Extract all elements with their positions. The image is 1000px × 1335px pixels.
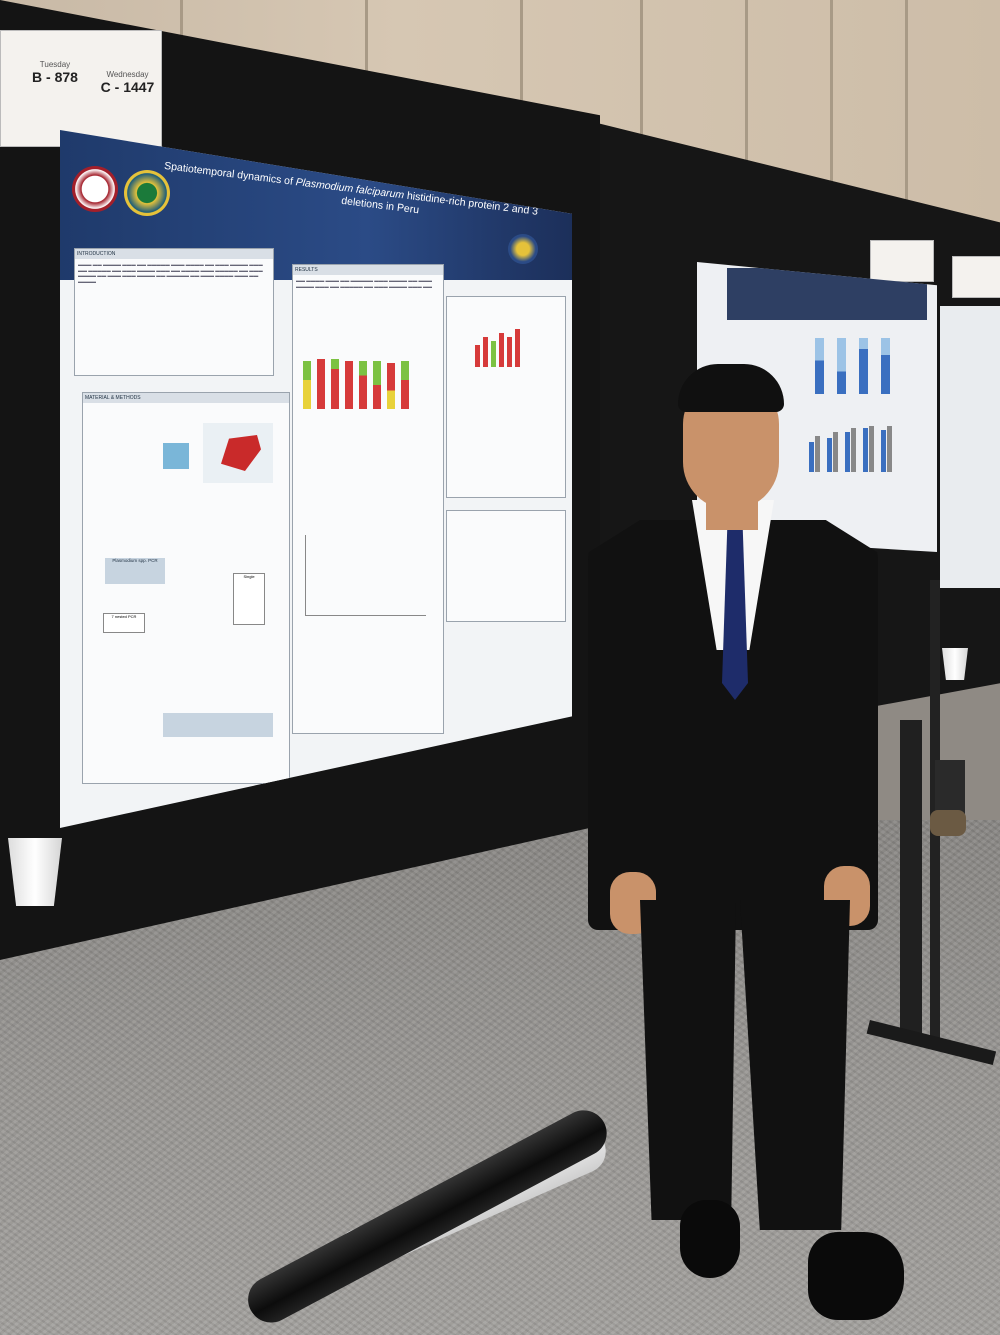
label-code: C - 1447 [100, 79, 155, 95]
flow-box-results [163, 713, 273, 737]
neighbor-bar-chart [815, 334, 905, 394]
left-shoe [680, 1200, 740, 1278]
navy-seal-logo [508, 234, 538, 264]
section-heading: INTRODUCTION [75, 249, 273, 259]
introduction-panel: INTRODUCTION ▬▬▬ ▬▬ ▬▬▬▬ ▬▬▬ ▬▬ ▬▬▬▬▬ ▬▬… [74, 248, 274, 376]
chart-bar [499, 333, 504, 367]
section-heading: MATERIAL & METHODS [83, 393, 289, 403]
bar-chart-small [471, 327, 531, 367]
chart-bar [475, 345, 480, 367]
chart-bar [815, 338, 824, 394]
necktie [722, 530, 748, 700]
chart-bar [845, 432, 850, 472]
results-panel: RESULTS ▬▬ ▬▬▬▬ ▬▬▬ ▬▬ ▬▬▬▬▬ ▬▬▬ ▬▬▬▬ ▬▬… [292, 264, 444, 734]
wall-seam [905, 0, 908, 250]
board-label-card-right [870, 240, 934, 282]
chart-bar [345, 361, 353, 409]
chart-bar [491, 341, 496, 367]
board-stand-leg [900, 720, 922, 1040]
person [588, 500, 878, 930]
board-label-card [0, 30, 162, 147]
chart-bar [373, 361, 381, 409]
chart-bar [863, 428, 868, 472]
left-trouser-leg [640, 900, 736, 1220]
label-code: B - 878 [32, 69, 78, 85]
neighbor-bar-chart-2 [809, 422, 909, 472]
wall-seam [745, 0, 748, 250]
map-region-highlight [221, 435, 261, 471]
stacked-bar-chart [301, 357, 419, 409]
right-trouser-leg [740, 900, 850, 1230]
label-day: Tuesday [39, 60, 71, 69]
right-shoe [808, 1232, 904, 1320]
chart-bar [387, 363, 395, 409]
chart-bar [881, 338, 890, 394]
chart-bar [881, 430, 886, 472]
chart-bar [815, 436, 820, 472]
chart-bar [515, 329, 520, 367]
map-inset [163, 443, 189, 469]
institute-seal-logo [124, 170, 170, 216]
chart-bar [331, 359, 339, 409]
conclusion-panel [446, 510, 566, 622]
research-poster: Spatiotemporal dynamics of Plasmodium fa… [60, 130, 572, 828]
chart-bar [837, 338, 846, 394]
neck [706, 500, 758, 530]
methods-panel: MATERIAL & METHODS Plasmodium spp. PCR 7… [82, 392, 290, 784]
far-poster [940, 306, 1000, 588]
intro-text-block: ▬▬▬ ▬▬ ▬▬▬▬ ▬▬▬ ▬▬ ▬▬▬▬▬ ▬▬▬ ▬▬▬▬ ▬▬ ▬▬▬… [78, 262, 263, 284]
plastic-cup [8, 838, 62, 906]
chart-bar [359, 361, 367, 409]
chart-bar [809, 442, 814, 472]
results-text-block: ▬▬ ▬▬▬▬ ▬▬▬ ▬▬ ▬▬▬▬▬ ▬▬▬ ▬▬▬▬ ▬▬ ▬▬▬ ▬▬▬… [296, 278, 433, 289]
plastic-cup [942, 648, 968, 680]
chart-bar [851, 428, 856, 472]
peru-map [203, 423, 273, 483]
flow-box-pcr: Plasmodium spp. PCR [105, 558, 165, 584]
chart-bar [827, 438, 832, 472]
chart-bar [869, 426, 874, 472]
label-wednesday: Wednesday C - 1447 [95, 70, 160, 114]
chart-bar [483, 337, 488, 367]
chart-bar [833, 432, 838, 472]
wall-seam [640, 0, 643, 250]
hair [678, 364, 784, 412]
chart-bar [887, 426, 892, 472]
chart-bar [303, 361, 311, 409]
background-shoe [930, 810, 966, 836]
flow-box-nested: 7 nested PCR [103, 613, 145, 633]
chart-bar [401, 361, 409, 409]
label-day: Wednesday [106, 70, 149, 79]
flow-box-single: Single [233, 573, 265, 625]
university-seal-logo [72, 166, 118, 212]
label-tuesday: Tuesday B - 878 [20, 60, 90, 104]
section-heading: RESULTS [293, 265, 443, 275]
chart-bar [507, 337, 512, 367]
scatter-plot [305, 535, 426, 616]
chart-bar [859, 338, 868, 394]
wall-seam [830, 0, 833, 250]
board-label-card-right [952, 256, 1000, 298]
chart-bar [317, 359, 325, 409]
figure-panel [446, 296, 566, 498]
